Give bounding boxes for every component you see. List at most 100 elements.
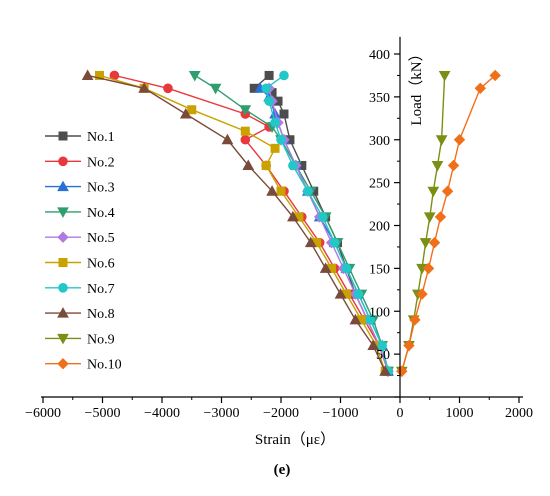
data-point <box>261 83 271 94</box>
data-point <box>438 70 451 82</box>
x-tick-label: 1000 <box>446 406 474 421</box>
data-point <box>95 70 105 80</box>
x-axis-title: Strain（με） <box>255 431 335 448</box>
legend-label: No.1 <box>87 130 115 145</box>
series-line <box>87 74 386 372</box>
legend-label: No.8 <box>87 307 115 322</box>
data-point <box>288 160 298 171</box>
data-point <box>409 314 421 326</box>
data-point <box>279 109 289 119</box>
x-tick-label: −3000 <box>204 406 240 421</box>
series-layer <box>81 69 501 378</box>
x-tick-label: 0 <box>397 406 404 421</box>
data-point <box>434 211 447 223</box>
data-point <box>447 159 460 172</box>
y-tick-label: 150 <box>369 262 390 277</box>
legend-item: No.10 <box>45 358 122 373</box>
series-line <box>114 74 389 372</box>
x-ticks: −6000 −5000 −4000 −3000 −2000 −1000 0 1000 2000 <box>25 397 533 421</box>
data-point <box>276 186 286 196</box>
data-point <box>423 212 436 223</box>
data-point <box>453 134 466 146</box>
data-point <box>138 82 150 93</box>
y-axis-title: Load（kN） <box>408 46 425 125</box>
legend-label: No.2 <box>87 155 115 170</box>
data-point <box>349 313 362 325</box>
series-line <box>194 74 389 372</box>
data-point <box>270 117 280 128</box>
data-point <box>379 365 391 376</box>
legend-label: No.9 <box>87 332 115 347</box>
data-point <box>261 160 271 170</box>
x-tick-label: −2000 <box>263 406 299 421</box>
legend-item: No.5 <box>45 231 115 246</box>
data-point <box>377 340 387 351</box>
data-point <box>317 212 328 222</box>
data-point <box>419 238 432 249</box>
data-point <box>365 315 376 325</box>
series-8 <box>81 69 391 376</box>
data-point <box>270 143 280 153</box>
data-point <box>396 365 408 377</box>
data-point <box>319 262 332 273</box>
data-point <box>416 288 428 300</box>
data-point <box>367 339 380 351</box>
data-point <box>276 134 286 145</box>
legend-marker <box>58 283 68 293</box>
y-tick-label: 250 <box>369 177 390 192</box>
data-point <box>264 96 274 106</box>
data-point <box>428 236 441 249</box>
legend-label: No.6 <box>87 257 115 272</box>
data-point <box>427 186 440 198</box>
legend-marker <box>57 231 69 243</box>
data-point <box>81 69 94 80</box>
legend-marker <box>57 180 69 192</box>
data-point <box>329 237 340 248</box>
y-tick-label: 50 <box>376 348 390 363</box>
data-point <box>179 107 192 119</box>
data-point <box>209 83 222 95</box>
data-point <box>435 135 448 146</box>
x-tick-label: −4000 <box>144 406 180 421</box>
y-ticks: 50 100 150 200 250 300 350 400 <box>369 48 400 398</box>
data-point <box>304 236 317 248</box>
data-point <box>242 159 255 170</box>
data-point <box>431 160 444 172</box>
legend-label: No.5 <box>87 231 115 246</box>
x-tick-label: −5000 <box>85 406 121 421</box>
data-point <box>422 262 435 275</box>
y-tick-label: 200 <box>369 220 390 235</box>
y-tick-label: 300 <box>369 134 390 149</box>
series-7 <box>261 70 393 377</box>
data-point <box>474 82 487 95</box>
series-line <box>99 74 386 372</box>
legend-label: No.3 <box>87 181 115 196</box>
data-point <box>334 288 347 299</box>
data-point <box>240 134 251 145</box>
axes-layer: −6000 −5000 −4000 −3000 −2000 −1000 0 1000 2000 … <box>25 36 533 421</box>
data-point <box>441 185 454 197</box>
legend-item: No.6 <box>45 257 115 272</box>
legend-item: No.8 <box>45 307 115 322</box>
y-tick-label: 350 <box>369 91 390 106</box>
data-point <box>341 263 352 274</box>
data-point <box>403 339 415 352</box>
data-point <box>302 186 313 196</box>
data-point <box>264 70 274 80</box>
legend-label: No.4 <box>87 206 115 221</box>
legend-item: No.9 <box>45 332 115 347</box>
series-10 <box>396 69 501 377</box>
data-point <box>279 70 289 81</box>
data-point <box>187 105 197 115</box>
legend-marker <box>58 156 68 167</box>
legend-marker <box>57 357 69 370</box>
panel-label: (e) <box>274 462 291 478</box>
data-point <box>489 69 501 82</box>
x-tick-label: 2000 <box>505 406 533 421</box>
data-point <box>221 133 234 145</box>
series-2 <box>109 70 393 377</box>
legend-marker <box>57 307 69 318</box>
legend-label: No.7 <box>87 282 115 297</box>
